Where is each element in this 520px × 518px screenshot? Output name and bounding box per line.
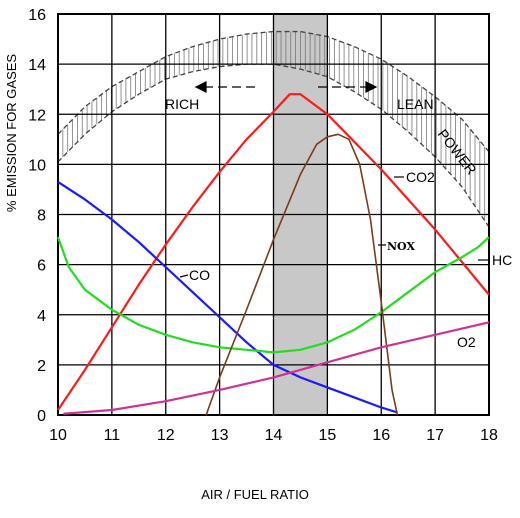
co-leader [179,274,189,278]
x-tick-label: 16 [372,427,390,444]
x-tick-label: 10 [49,427,67,444]
series-nox-line [205,133,399,416]
x-tick-label: 12 [157,427,175,444]
y-tick-label: 10 [28,157,46,174]
tick-labels: 10 11 12 13 14 15 16 17 18 0 2 4 6 8 10 12 14 16 [28,7,498,444]
y-tick-label: 12 [28,107,46,124]
x-axis-title: AIR / FUEL RATIO [201,487,309,502]
x-tick-label: 17 [426,427,444,444]
series-co2-line [57,93,490,411]
x-tick-label: 14 [265,427,283,444]
y-tick-label: 6 [37,258,46,275]
nox-label: NOX [387,240,415,253]
x-tick-label: 18 [480,427,498,444]
power-band [57,30,490,228]
y-tick-label: 2 [37,358,46,375]
y-tick-label: 0 [37,408,46,425]
hc-label: HC [492,252,512,268]
series-hc-line [56,236,490,354]
x-tick-label: 15 [318,427,336,444]
power-lower-edge [57,63,490,228]
series-co-line [57,180,398,414]
co-label: CO [189,267,210,283]
y-axis-title: % EMISSION FOR GASES [4,54,19,213]
series-lines [56,93,490,416]
annotation-leaders [179,81,489,278]
o2-label: O2 [457,334,476,350]
x-tick-label: 11 [104,427,121,444]
y-tick-label: 16 [28,7,46,24]
series-o2-line [63,321,490,415]
plot-frame [57,13,490,416]
lean-arrowhead [365,81,378,93]
y-tick-label: 14 [28,57,46,74]
y-tick-label: 8 [37,208,46,225]
lean-label: LEAN [397,96,434,112]
rich-arrowhead [194,81,207,93]
y-tick-label: 4 [37,308,46,325]
grid [57,13,490,416]
x-tick-label: 13 [211,427,229,444]
co2-label: CO2 [406,169,435,185]
rich-label: RICH [165,96,199,112]
